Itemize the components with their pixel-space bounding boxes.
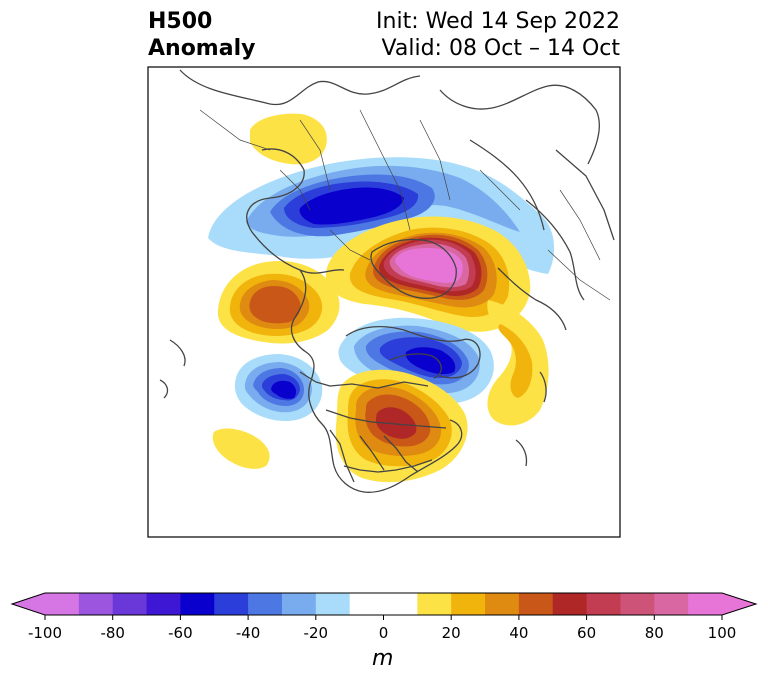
political-borders <box>199 109 611 301</box>
colorbar-swatch <box>349 593 384 615</box>
positive-anomaly-pacific-small <box>212 428 270 469</box>
colorbar-tick-label: -20 <box>303 624 329 642</box>
colorbar-tick-label: 0 <box>378 624 389 642</box>
colorbar-tick-label: -100 <box>27 624 63 642</box>
colorbar-tick-label: 40 <box>509 624 529 642</box>
colorbar-tick-label: -40 <box>235 624 261 642</box>
colorbar-unit: m <box>372 646 394 671</box>
negative-anomaly-pacific <box>234 354 323 422</box>
colorbar-swatch <box>248 593 283 615</box>
colorbar-swatch <box>180 593 215 615</box>
title-left-line1: H500 <box>148 9 213 34</box>
positive-anomaly-west <box>217 260 340 344</box>
colorbar-swatch <box>417 593 452 615</box>
colorbar-swatch <box>451 593 486 615</box>
positive-anomaly-great-lakes <box>335 369 468 483</box>
positive-anomaly-europe <box>250 113 327 165</box>
colorbar-swatch <box>112 593 148 615</box>
title-right-line2: Valid: 08 Oct – 14 Oct <box>381 36 620 61</box>
colorbar-swatch <box>518 593 554 615</box>
colorbar-swatch <box>654 593 689 615</box>
colorbar-swatch <box>146 593 181 615</box>
negative-anomaly-north-europe <box>208 157 555 274</box>
anomaly-contours <box>208 113 555 483</box>
title-left-line2: Anomaly <box>148 36 256 61</box>
map-frame <box>147 66 621 538</box>
colorbar-swatch <box>281 593 317 615</box>
colorbar-swatch <box>214 593 249 615</box>
positive-anomaly-arctic <box>325 216 531 332</box>
map-panel <box>148 67 620 537</box>
colorbar-swatch <box>552 593 588 615</box>
colorbar-swatch <box>78 593 114 615</box>
colorbar-swatch <box>485 593 520 615</box>
colorbar-tick-label: -60 <box>168 624 193 642</box>
coastlines <box>159 69 615 493</box>
colorbar-swatch <box>620 593 655 615</box>
colorbar-swatch <box>688 593 723 615</box>
colorbar-swatch <box>383 593 418 615</box>
colorbar-swatch <box>586 593 621 615</box>
colorbar-tick-label: 20 <box>441 624 461 642</box>
positive-anomaly-east-arc <box>487 300 549 426</box>
colorbar-tick-label: 60 <box>577 624 597 642</box>
colorbar-swatch <box>315 593 351 615</box>
colorbar <box>10 592 758 620</box>
colorbar-swatch <box>45 593 80 615</box>
colorbar-extend-min <box>12 593 45 615</box>
colorbar-tick-label: 100 <box>707 624 737 642</box>
title-right-line1: Init: Wed 14 Sep 2022 <box>376 9 620 34</box>
colorbar-tick-label: -80 <box>100 624 125 642</box>
colorbar-tick-label: 80 <box>644 624 664 642</box>
colorbar-extend-max <box>722 593 756 615</box>
